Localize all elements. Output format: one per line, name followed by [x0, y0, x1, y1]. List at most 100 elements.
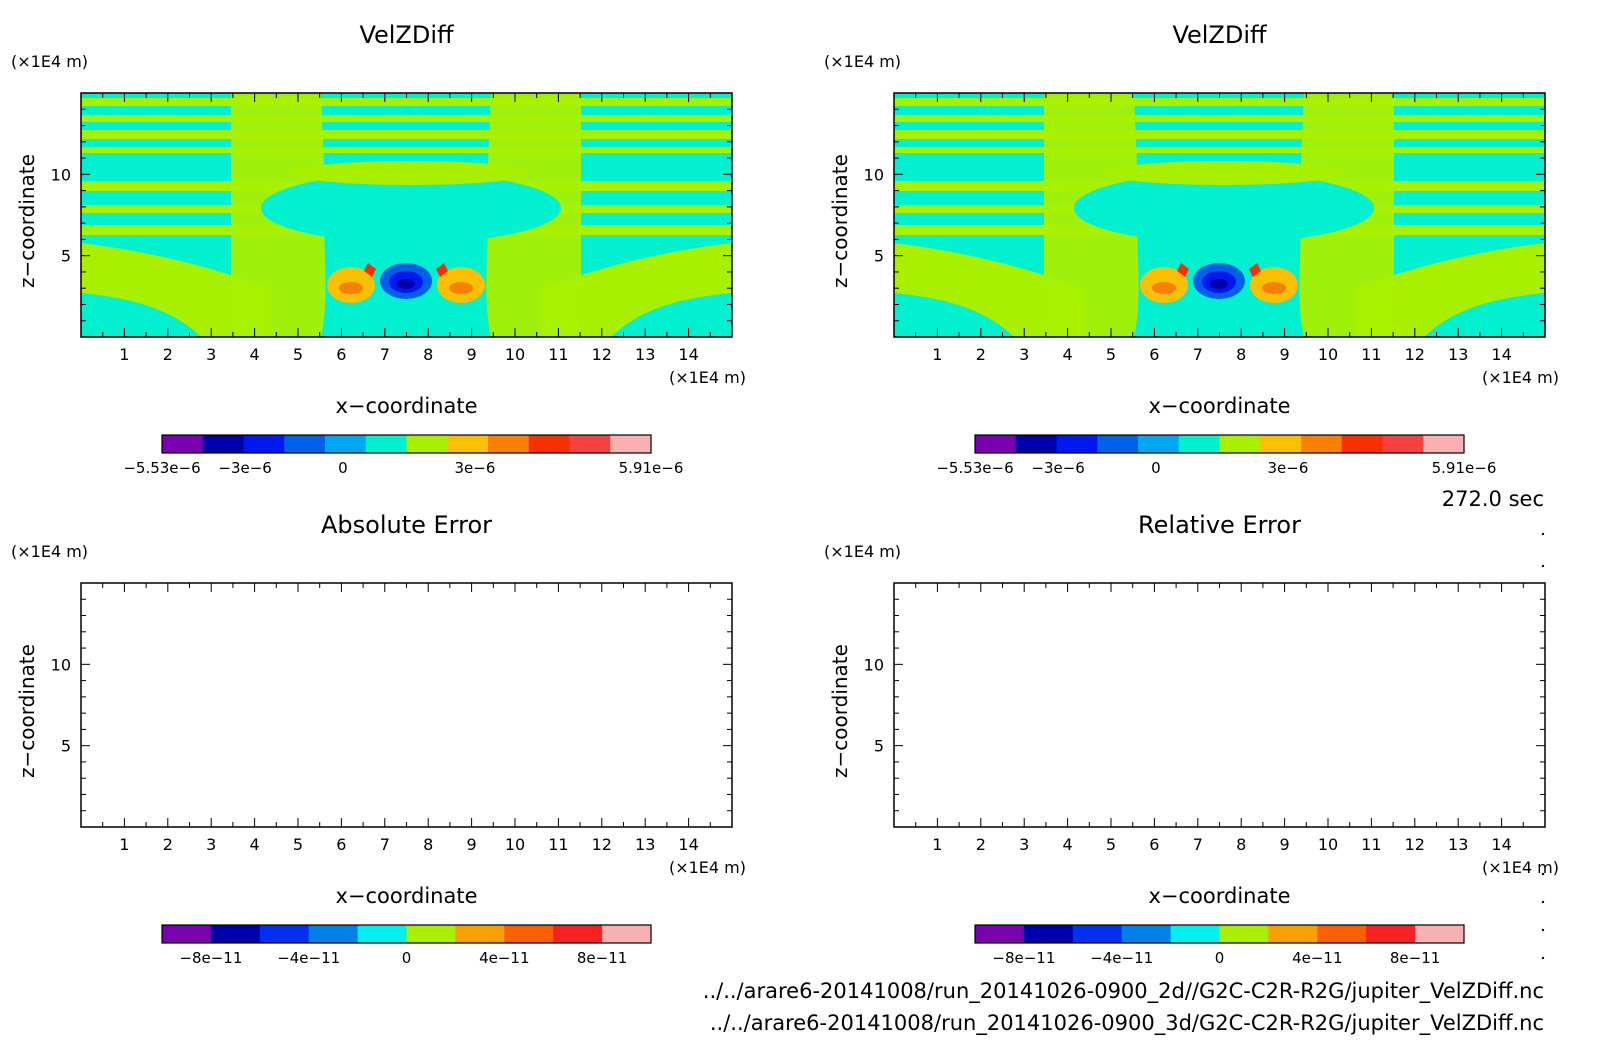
x-tick-label: 1	[932, 835, 942, 854]
x-tick-label: 3	[1019, 835, 1029, 854]
x-tick-label: 11	[1361, 345, 1381, 364]
y-unit-label: (×1E4 m)	[824, 52, 901, 71]
x-tick-label: 8	[1236, 835, 1246, 854]
x-tick-label: 13	[1448, 345, 1468, 364]
x-tick-label: 3	[1019, 345, 1029, 364]
colorbar-swatch	[1415, 925, 1465, 943]
x-axis-label: x−coordinate	[335, 394, 477, 418]
colorbar-frame	[974, 924, 1465, 944]
x-tick-label: 4	[250, 835, 260, 854]
x-tick-label: 3	[206, 835, 216, 854]
colorbar-swatch	[1382, 435, 1424, 453]
colorbar-swatch	[1170, 925, 1220, 943]
contour-field-velzdiff-right	[894, 93, 1545, 337]
colorbar-swatch	[259, 925, 310, 943]
time-label: 272.0 sec	[1442, 487, 1544, 511]
x-tick-label: 1	[932, 345, 942, 364]
x-tick-label: 6	[1149, 345, 1159, 364]
x-tick-label: 5	[1106, 835, 1116, 854]
x-tick-label: 9	[1280, 345, 1290, 364]
y-tick-label: 5	[61, 247, 71, 266]
colorbar-swatch	[602, 925, 652, 943]
colorbar-label: 0	[338, 459, 348, 477]
x-tick-label: 7	[380, 345, 390, 364]
x-tick-label: 1	[119, 835, 129, 854]
y-unit-label: (×1E4 m)	[824, 542, 901, 561]
x-axis-label: x−coordinate	[335, 884, 477, 908]
colorbar-swatch	[1121, 925, 1172, 943]
colorbar-swatch	[975, 435, 1017, 453]
x-tick-label: 12	[592, 835, 612, 854]
colorbar-swatch	[1260, 435, 1302, 453]
colorbar-frame	[974, 434, 1465, 454]
colorbar-label: −3e−6	[218, 459, 271, 477]
colorbar-swatch	[1138, 435, 1180, 453]
colorbar-swatch	[1268, 925, 1318, 943]
x-tick-label: 2	[163, 345, 173, 364]
colorbar-label: −3e−6	[1031, 459, 1084, 477]
x-tick-label: 11	[548, 835, 568, 854]
colorbar-label: −5.53e−6	[123, 459, 200, 477]
x-tick-label: 10	[1318, 345, 1338, 364]
colorbar: −8e−11 −4e−11 0 4e−11 8e−11	[974, 924, 1465, 967]
x-tick-label: 6	[336, 835, 346, 854]
colorbar-swatch	[1023, 925, 1074, 943]
colorbar-swatch	[1072, 925, 1123, 943]
colorbar-swatch	[162, 435, 204, 453]
colorbar-frame	[161, 434, 652, 454]
x-tick-label: 14	[678, 345, 698, 364]
colorbar-swatch	[406, 925, 456, 943]
colorbar-swatch	[455, 925, 505, 943]
colorbar-swatch	[528, 435, 570, 453]
colorbar-label: −4e−11	[277, 949, 340, 967]
colorbar-swatch	[308, 925, 359, 943]
x-unit-label: (×1E4 m)	[669, 368, 746, 387]
x-tick-label: 14	[678, 835, 698, 854]
x-tick-label: 6	[336, 345, 346, 364]
y-axis-label: z−coordinate	[15, 154, 39, 288]
x-tick-label: 1	[119, 345, 129, 364]
colorbar-swatch	[1317, 925, 1367, 943]
colorbar-swatch	[975, 925, 1025, 943]
y-tick-label: 10	[51, 655, 71, 674]
y-axis-label: z−coordinate	[828, 644, 852, 778]
y-tick-label: 10	[864, 655, 884, 674]
x-unit-label: (×1E4 m)	[1482, 858, 1559, 877]
x-tick-label: 9	[1280, 835, 1290, 854]
plot-frame	[893, 582, 1546, 828]
x-tick-label: 13	[1448, 835, 1468, 854]
x-tick-label: 8	[423, 835, 433, 854]
x-tick-label: 10	[1318, 835, 1338, 854]
colorbar-swatch	[488, 435, 530, 453]
x-tick-label: 10	[505, 835, 525, 854]
y-unit-label: (×1E4 m)	[11, 542, 88, 561]
plot-frame	[80, 582, 733, 828]
y-unit-label: (×1E4 m)	[11, 52, 88, 71]
y-tick-label: 10	[51, 165, 71, 184]
x-tick-label: 13	[635, 345, 655, 364]
x-tick-label: 7	[380, 835, 390, 854]
colorbar-swatch	[1423, 435, 1465, 453]
colorbar-swatch	[569, 435, 611, 453]
x-tick-label: 10	[505, 345, 525, 364]
x-tick-label: 13	[635, 835, 655, 854]
colorbar-swatch	[243, 435, 285, 453]
colorbar-swatch	[365, 435, 407, 453]
colorbar-swatch	[553, 925, 603, 943]
colorbar: −5.53e−6 −3e−6 0 3e−6 5.91e−6	[123, 434, 683, 477]
colorbar-label: 8e−11	[577, 949, 627, 967]
x-tick-label: 12	[1405, 345, 1425, 364]
x-tick-label: 11	[1361, 835, 1381, 854]
colorbar-label: −5.53e−6	[936, 459, 1013, 477]
colorbar-swatch	[325, 435, 367, 453]
colorbar-label: 5.91e−6	[1432, 459, 1497, 477]
colorbar-swatch	[1097, 435, 1139, 453]
x-tick-label: 14	[1491, 835, 1511, 854]
colorbar-swatch	[610, 435, 652, 453]
file-path-2: ../../arare6-20141008/run_20141026-0900_…	[710, 1011, 1544, 1036]
colorbar-swatch	[1341, 435, 1383, 453]
colorbar-swatch	[202, 435, 244, 453]
colorbar-swatch	[447, 435, 489, 453]
x-tick-label: 12	[1405, 835, 1425, 854]
y-tick-label: 5	[874, 247, 884, 266]
